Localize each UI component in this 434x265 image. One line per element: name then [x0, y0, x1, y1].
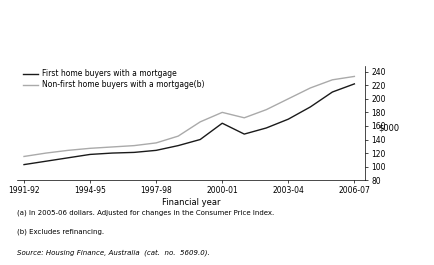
Text: (b) Excludes refinancing.: (b) Excludes refinancing. [17, 228, 104, 235]
Legend: First home buyers with a mortgage, Non-first home buyers with a mortgage(b): First home buyers with a mortgage, Non-f… [21, 68, 205, 91]
X-axis label: Financial year: Financial year [162, 198, 220, 207]
Text: (a) In 2005-06 dollars. Adjusted for changes in the Consumer Price Index.: (a) In 2005-06 dollars. Adjusted for cha… [17, 210, 274, 216]
Y-axis label: $000: $000 [378, 123, 398, 132]
Text: Source: Housing Finance, Australia  (cat.  no.  5609.0).: Source: Housing Finance, Australia (cat.… [17, 249, 210, 256]
